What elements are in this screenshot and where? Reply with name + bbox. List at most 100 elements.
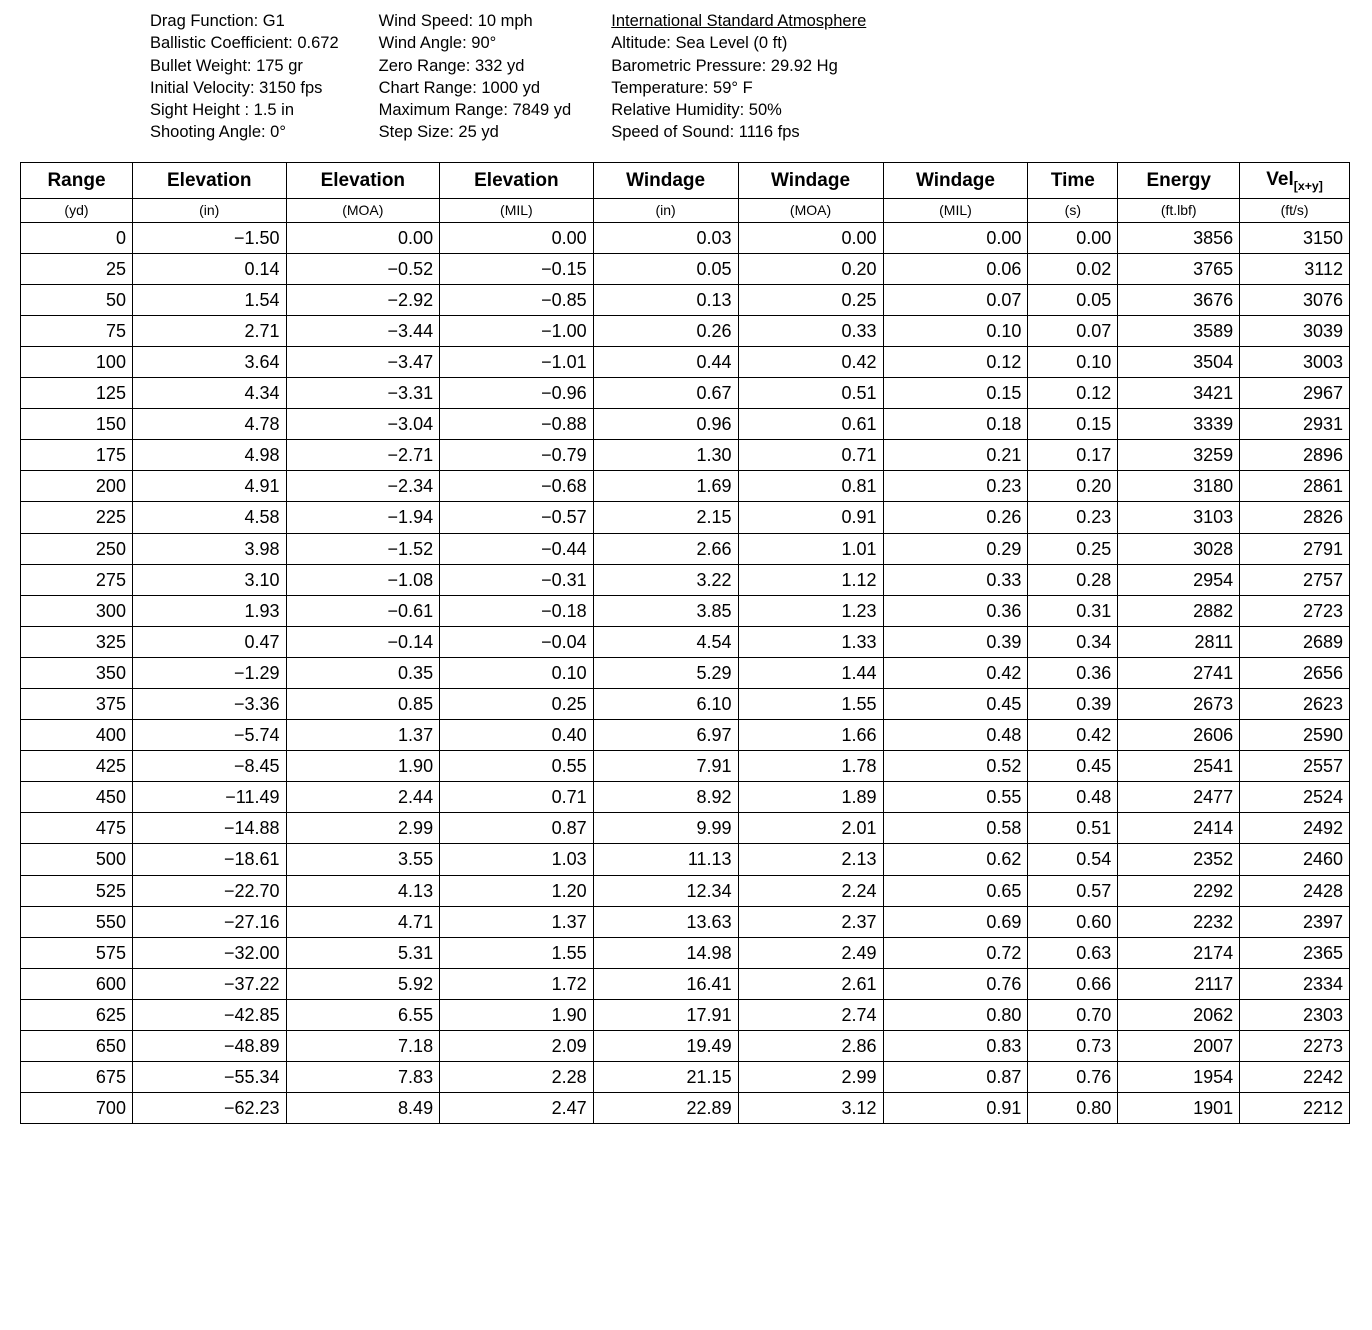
table-cell: 325 [21, 626, 133, 657]
table-cell: 2606 [1118, 720, 1240, 751]
table-cell: 2623 [1240, 688, 1350, 719]
table-cell: 0.00 [738, 222, 883, 253]
table-cell: 2414 [1118, 813, 1240, 844]
param-line: Maximum Range: 7849 yd [379, 99, 572, 121]
table-cell: 2232 [1118, 906, 1240, 937]
table-cell: 0.52 [883, 751, 1028, 782]
col-header: Range [21, 162, 133, 199]
table-cell: 0.34 [1028, 626, 1118, 657]
table-row: 1754.98−2.71−0.791.300.710.210.173259289… [21, 440, 1350, 471]
table-cell: 2.49 [738, 937, 883, 968]
table-cell: 2931 [1240, 409, 1350, 440]
table-cell: 4.34 [132, 378, 286, 409]
table-row: 700−62.238.492.4722.893.120.910.80190122… [21, 1093, 1350, 1124]
table-cell: 2.99 [286, 813, 440, 844]
table-cell: 0.26 [883, 502, 1028, 533]
table-cell: 75 [21, 315, 133, 346]
table-cell: 13.63 [593, 906, 738, 937]
table-cell: 0.47 [132, 626, 286, 657]
table-cell: 5.29 [593, 657, 738, 688]
table-cell: 11.13 [593, 844, 738, 875]
table-cell: 1.69 [593, 471, 738, 502]
table-cell: 2.13 [738, 844, 883, 875]
table-cell: 0.10 [1028, 346, 1118, 377]
table-row: 1003.64−3.47−1.010.440.420.120.103504300… [21, 346, 1350, 377]
table-cell: 2524 [1240, 782, 1350, 813]
table-cell: 4.58 [132, 502, 286, 533]
table-row: 550−27.164.711.3713.632.370.690.60223223… [21, 906, 1350, 937]
param-line: Ballistic Coefficient: 0.672 [150, 32, 339, 54]
table-cell: 0.69 [883, 906, 1028, 937]
table-cell: 1.37 [286, 720, 440, 751]
table-cell: 650 [21, 1031, 133, 1062]
table-cell: 525 [21, 875, 133, 906]
table-cell: 0.28 [1028, 564, 1118, 595]
param-line: Relative Humidity: 50% [611, 99, 866, 121]
table-cell: 4.98 [132, 440, 286, 471]
table-cell: 0.65 [883, 875, 1028, 906]
param-line: Zero Range: 332 yd [379, 55, 572, 77]
table-cell: 0.10 [440, 657, 594, 688]
table-cell: 0.23 [883, 471, 1028, 502]
table-cell: 1.01 [738, 533, 883, 564]
table-row: 375−3.360.850.256.101.550.450.3926732623 [21, 688, 1350, 719]
table-cell: 450 [21, 782, 133, 813]
table-cell: 12.34 [593, 875, 738, 906]
table-cell: 2007 [1118, 1031, 1240, 1062]
table-cell: 0.81 [738, 471, 883, 502]
table-cell: 2896 [1240, 440, 1350, 471]
table-cell: 2.09 [440, 1031, 594, 1062]
table-cell: 2212 [1240, 1093, 1350, 1124]
param-line: Step Size: 25 yd [379, 121, 572, 143]
table-cell: −1.08 [286, 564, 440, 595]
table-row: 2004.91−2.34−0.681.690.810.230.203180286… [21, 471, 1350, 502]
table-cell: −11.49 [132, 782, 286, 813]
table-cell: 2273 [1240, 1031, 1350, 1062]
table-cell: 0.71 [440, 782, 594, 813]
table-cell: 0.03 [593, 222, 738, 253]
table-cell: 0.23 [1028, 502, 1118, 533]
col-unit: (s) [1028, 199, 1118, 222]
param-line: Bullet Weight: 175 gr [150, 55, 339, 77]
table-cell: 0.00 [1028, 222, 1118, 253]
table-cell: −62.23 [132, 1093, 286, 1124]
table-cell: 0.13 [593, 284, 738, 315]
table-cell: 16.41 [593, 968, 738, 999]
col-unit: (ft.lbf) [1118, 199, 1240, 222]
col-unit: (ft/s) [1240, 199, 1350, 222]
table-cell: −3.36 [132, 688, 286, 719]
table-cell: −55.34 [132, 1062, 286, 1093]
table-cell: 2460 [1240, 844, 1350, 875]
table-cell: −42.85 [132, 999, 286, 1030]
table-cell: 600 [21, 968, 133, 999]
table-cell: 4.13 [286, 875, 440, 906]
table-cell: 0.39 [1028, 688, 1118, 719]
table-cell: 1.30 [593, 440, 738, 471]
table-cell: 0.00 [440, 222, 594, 253]
table-cell: 0.85 [286, 688, 440, 719]
table-cell: −2.34 [286, 471, 440, 502]
table-cell: 3112 [1240, 253, 1350, 284]
table-cell: 0.15 [1028, 409, 1118, 440]
table-cell: 425 [21, 751, 133, 782]
table-cell: 3150 [1240, 222, 1350, 253]
table-cell: 6.10 [593, 688, 738, 719]
table-cell: 0.05 [593, 253, 738, 284]
table-cell: 0.07 [1028, 315, 1118, 346]
table-cell: 0.40 [440, 720, 594, 751]
table-cell: 2352 [1118, 844, 1240, 875]
table-cell: 3676 [1118, 284, 1240, 315]
table-cell: −1.00 [440, 315, 594, 346]
table-cell: 1.33 [738, 626, 883, 657]
param-line: Sight Height : 1.5 in [150, 99, 339, 121]
table-cell: −2.71 [286, 440, 440, 471]
table-row: 650−48.897.182.0919.492.860.830.73200722… [21, 1031, 1350, 1062]
table-cell: 2.74 [738, 999, 883, 1030]
table-cell: 0.60 [1028, 906, 1118, 937]
table-cell: 2826 [1240, 502, 1350, 533]
table-cell: 0 [21, 222, 133, 253]
table-cell: 2.24 [738, 875, 883, 906]
col-unit: (MIL) [440, 199, 594, 222]
table-cell: 0.80 [1028, 1093, 1118, 1124]
table-cell: 2428 [1240, 875, 1350, 906]
